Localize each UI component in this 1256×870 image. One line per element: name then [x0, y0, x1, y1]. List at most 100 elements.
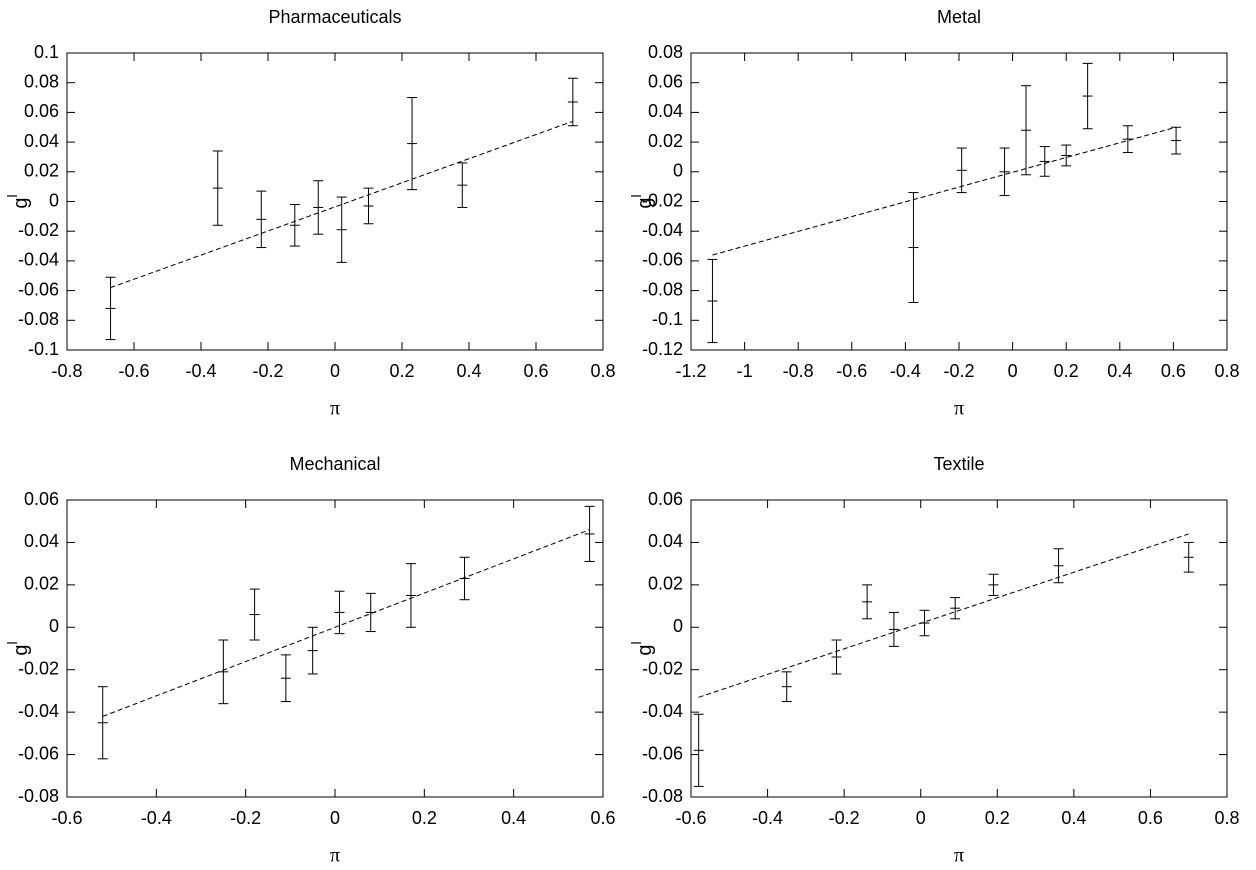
chart-title: Metal: [937, 7, 981, 27]
error-point: [1171, 126, 1182, 155]
y-axis-label: gl: [628, 194, 657, 208]
error-point: [956, 147, 967, 194]
x-tick-label: -0.8: [783, 361, 814, 381]
y-tick-label: -0.04: [18, 701, 59, 721]
error-point: [289, 203, 300, 247]
x-tick-label: 0.8: [1214, 808, 1239, 828]
y-tick-label: 0.08: [24, 71, 59, 91]
y-axis-label-main: g: [10, 645, 32, 656]
x-tick-label: 0: [1008, 361, 1018, 381]
error-point: [781, 671, 792, 703]
x-tick-label: 0.8: [1214, 361, 1239, 381]
y-tick-label: 0: [673, 616, 683, 636]
error-point: [405, 563, 416, 628]
error-point: [584, 505, 595, 563]
x-tick-label: 0.4: [1107, 361, 1132, 381]
error-point: [908, 192, 919, 303]
x-tick-label: -0.6: [51, 808, 82, 828]
error-point: [567, 77, 578, 127]
y-tick-label: -0.06: [18, 279, 59, 299]
y-axis-label-sup: l: [4, 194, 20, 197]
fit-line: [110, 120, 574, 289]
y-tick-label: 0.02: [648, 574, 683, 594]
x-tick-label: 0: [916, 808, 926, 828]
y-axis-label: gl: [4, 194, 33, 208]
y-tick-label: 0: [49, 190, 59, 210]
error-point: [1183, 541, 1194, 573]
error-point: [888, 611, 899, 647]
error-point: [218, 639, 229, 705]
error-point: [280, 654, 291, 703]
fit-line: [698, 533, 1189, 698]
y-tick-label: 0.06: [648, 489, 683, 509]
y-tick-label: 0: [49, 616, 59, 636]
y-axis-label-main: g: [634, 198, 656, 209]
x-axis-label: π: [954, 845, 964, 867]
x-tick-label: 0: [330, 361, 340, 381]
error-point: [363, 187, 374, 225]
error-point: [307, 626, 318, 675]
error-point: [249, 588, 260, 641]
error-point: [212, 150, 223, 226]
error-point: [1021, 85, 1031, 176]
y-tick-label: -0.1: [28, 339, 59, 359]
error-point: [407, 97, 418, 191]
y-tick-label: -0.08: [642, 786, 683, 806]
error-point: [999, 147, 1010, 197]
error-point: [1082, 62, 1093, 130]
chart-title: Pharmaceuticals: [268, 7, 401, 27]
y-tick-label: -0.02: [642, 190, 683, 210]
x-tick-label: -0.4: [890, 361, 921, 381]
y-tick-label: -0.02: [18, 658, 59, 678]
error-point: [988, 573, 999, 596]
y-axis-label: gl: [628, 641, 657, 655]
error-point: [950, 597, 961, 620]
error-point: [336, 196, 347, 263]
x-tick-label: 0.2: [985, 808, 1010, 828]
y-tick-label: -0.06: [642, 743, 683, 763]
y-tick-label: -0.04: [642, 220, 683, 240]
x-tick-label: -0.2: [230, 808, 261, 828]
y-tick-label: 0.04: [24, 531, 59, 551]
x-tick-label: -0.2: [252, 361, 283, 381]
y-tick-label: -0.1: [652, 309, 683, 329]
y-axis-label: gl: [4, 641, 33, 655]
y-tick-label: 0: [673, 161, 683, 181]
error-point: [457, 162, 468, 208]
error-point: [256, 190, 267, 249]
plot-frame: [690, 52, 1228, 351]
x-tick-label: 0.2: [389, 361, 414, 381]
y-tick-label: 0.04: [648, 101, 683, 121]
y-tick-label: -0.04: [642, 701, 683, 721]
error-point: [1061, 144, 1072, 167]
y-tick-label: 0.06: [648, 71, 683, 91]
y-tick-label: 0.02: [24, 161, 59, 181]
fit-line: [102, 529, 590, 717]
error-point: [693, 713, 704, 787]
plot-frame: [690, 499, 1228, 798]
x-tick-label: -0.4: [185, 361, 216, 381]
y-tick-label: -0.04: [18, 250, 59, 270]
y-tick-label: 0.04: [24, 131, 59, 151]
x-tick-label: 0.8: [590, 361, 615, 381]
y-tick-label: -0.08: [18, 786, 59, 806]
error-point: [97, 686, 108, 760]
x-tick-label: 0: [330, 808, 340, 828]
x-tick-label: -0.6: [118, 361, 149, 381]
y-tick-label: 0.02: [24, 574, 59, 594]
y-tick-label: -0.08: [18, 309, 59, 329]
x-tick-label: 0.4: [1061, 808, 1086, 828]
x-tick-label: 0.2: [412, 808, 437, 828]
error-point: [313, 180, 324, 235]
error-point: [1122, 125, 1133, 153]
y-axis-label-sup: l: [4, 641, 20, 644]
y-tick-label: -0.02: [18, 220, 59, 240]
x-tick-label: 0.6: [523, 361, 548, 381]
error-point: [1039, 146, 1050, 177]
x-tick-label: 0.4: [501, 808, 526, 828]
error-point: [334, 590, 345, 635]
x-tick-label: -1.2: [675, 361, 706, 381]
fit-line: [712, 126, 1177, 256]
y-tick-label: -0.12: [642, 339, 683, 359]
